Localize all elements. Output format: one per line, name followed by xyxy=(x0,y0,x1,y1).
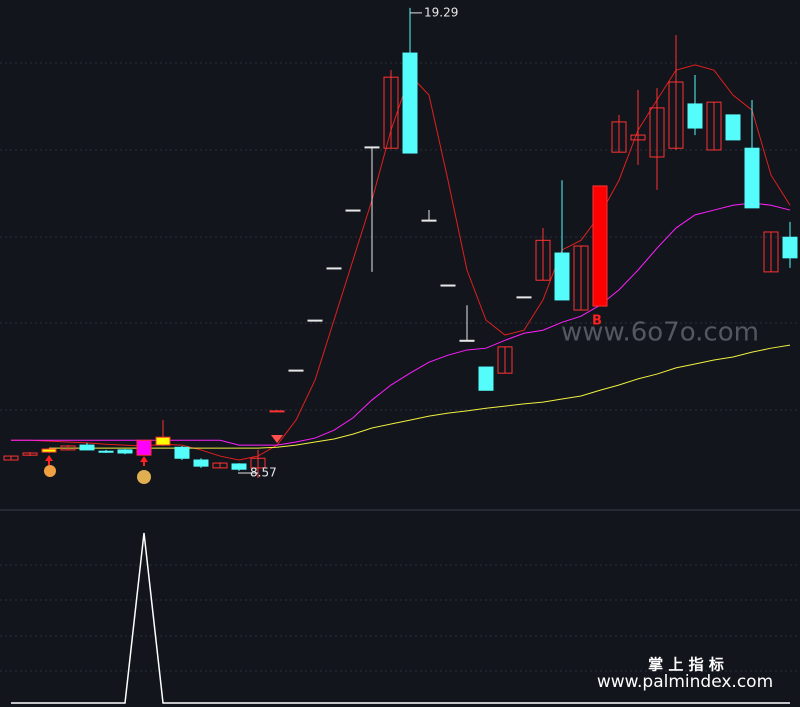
watermark: www.6o7o.com xyxy=(561,318,759,348)
candle-body xyxy=(155,436,171,446)
candle-body xyxy=(706,101,722,151)
candle-body xyxy=(136,439,152,456)
candle-body xyxy=(535,239,551,281)
candle-body xyxy=(345,209,361,212)
candle-body xyxy=(98,450,114,453)
brand-url: www.palmindex.com xyxy=(597,672,773,692)
annotation-label: 19.29 xyxy=(424,5,458,19)
candle-body xyxy=(231,463,247,470)
candle-body xyxy=(307,319,323,322)
candle-body xyxy=(668,81,684,149)
arrow-icon xyxy=(140,456,148,466)
candle-body xyxy=(79,444,95,451)
candle-body xyxy=(22,452,38,456)
hand-icon xyxy=(44,465,56,477)
candle-body xyxy=(687,103,703,129)
candle-body xyxy=(193,459,209,467)
candle-body xyxy=(440,284,456,287)
candle-body xyxy=(554,252,570,301)
candle-body xyxy=(117,449,133,454)
candle-body xyxy=(725,114,741,141)
icons xyxy=(44,435,283,484)
brand: 掌 上 指 标 xyxy=(648,656,724,674)
candle-body xyxy=(630,134,646,141)
candle-body xyxy=(383,76,399,149)
candle-body xyxy=(478,366,494,391)
candle-body xyxy=(60,445,76,451)
annotation-label: 8.57 xyxy=(250,465,277,479)
candle-body xyxy=(573,245,589,311)
candle-body xyxy=(3,455,19,461)
candle-body xyxy=(174,446,190,459)
indicator-line xyxy=(11,532,790,704)
candle-body xyxy=(592,185,608,307)
candle-body xyxy=(782,236,798,259)
candle-body xyxy=(611,121,627,153)
candle-body xyxy=(212,462,228,469)
candle-body xyxy=(649,107,665,158)
signal-label: B xyxy=(592,314,602,329)
candle-body xyxy=(288,369,304,372)
candle-body xyxy=(497,346,513,374)
candle-body xyxy=(516,296,532,299)
arrow-icon xyxy=(45,455,53,465)
candle-body xyxy=(269,410,285,413)
candle-body xyxy=(250,457,266,469)
candle-body xyxy=(41,448,57,453)
candle-body xyxy=(326,267,342,270)
candle-body xyxy=(744,147,760,209)
candle-body xyxy=(459,339,475,342)
money-bag-icon xyxy=(137,470,151,484)
gem-icon xyxy=(271,435,283,443)
candle-body xyxy=(402,52,418,154)
candle-body xyxy=(421,219,437,222)
moving-average xyxy=(49,344,791,449)
candle-body xyxy=(763,231,779,273)
grid xyxy=(0,62,800,672)
candle-body xyxy=(364,146,380,149)
